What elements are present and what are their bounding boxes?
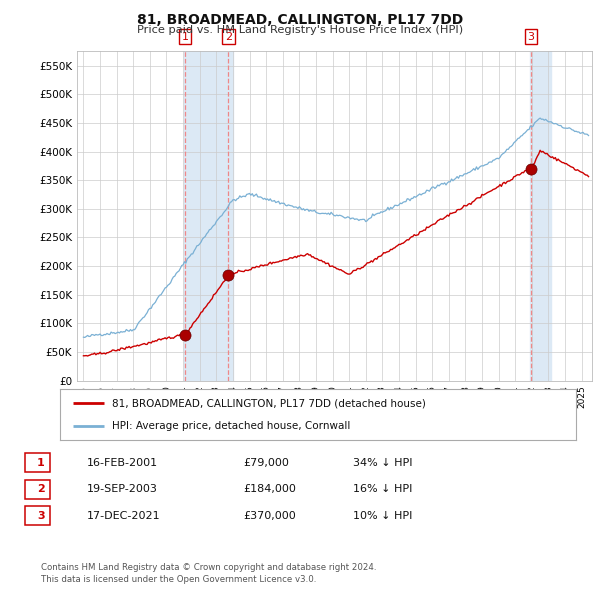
Text: Contains HM Land Registry data © Crown copyright and database right 2024.
This d: Contains HM Land Registry data © Crown c… — [41, 563, 376, 584]
Bar — [184, 51, 233, 381]
Text: 2: 2 — [37, 484, 44, 494]
Bar — [530, 51, 551, 381]
Text: 1: 1 — [37, 458, 44, 467]
Text: 34% ↓ HPI: 34% ↓ HPI — [353, 458, 412, 467]
Text: 3: 3 — [37, 511, 44, 520]
Text: 2: 2 — [224, 31, 232, 41]
Text: 81, BROADMEAD, CALLINGTON, PL17 7DD (detached house): 81, BROADMEAD, CALLINGTON, PL17 7DD (det… — [112, 398, 425, 408]
Text: 3: 3 — [527, 31, 535, 41]
Text: 10% ↓ HPI: 10% ↓ HPI — [353, 511, 412, 520]
Text: 81, BROADMEAD, CALLINGTON, PL17 7DD: 81, BROADMEAD, CALLINGTON, PL17 7DD — [137, 13, 463, 27]
Text: £79,000: £79,000 — [243, 458, 289, 467]
Text: £184,000: £184,000 — [243, 484, 296, 494]
Text: Price paid vs. HM Land Registry's House Price Index (HPI): Price paid vs. HM Land Registry's House … — [137, 25, 463, 35]
Text: 1: 1 — [182, 31, 188, 41]
Text: 16-FEB-2001: 16-FEB-2001 — [87, 458, 158, 467]
Text: £370,000: £370,000 — [243, 511, 296, 520]
Text: 19-SEP-2003: 19-SEP-2003 — [87, 484, 158, 494]
Text: 16% ↓ HPI: 16% ↓ HPI — [353, 484, 412, 494]
Text: 17-DEC-2021: 17-DEC-2021 — [87, 511, 161, 520]
Text: HPI: Average price, detached house, Cornwall: HPI: Average price, detached house, Corn… — [112, 421, 350, 431]
